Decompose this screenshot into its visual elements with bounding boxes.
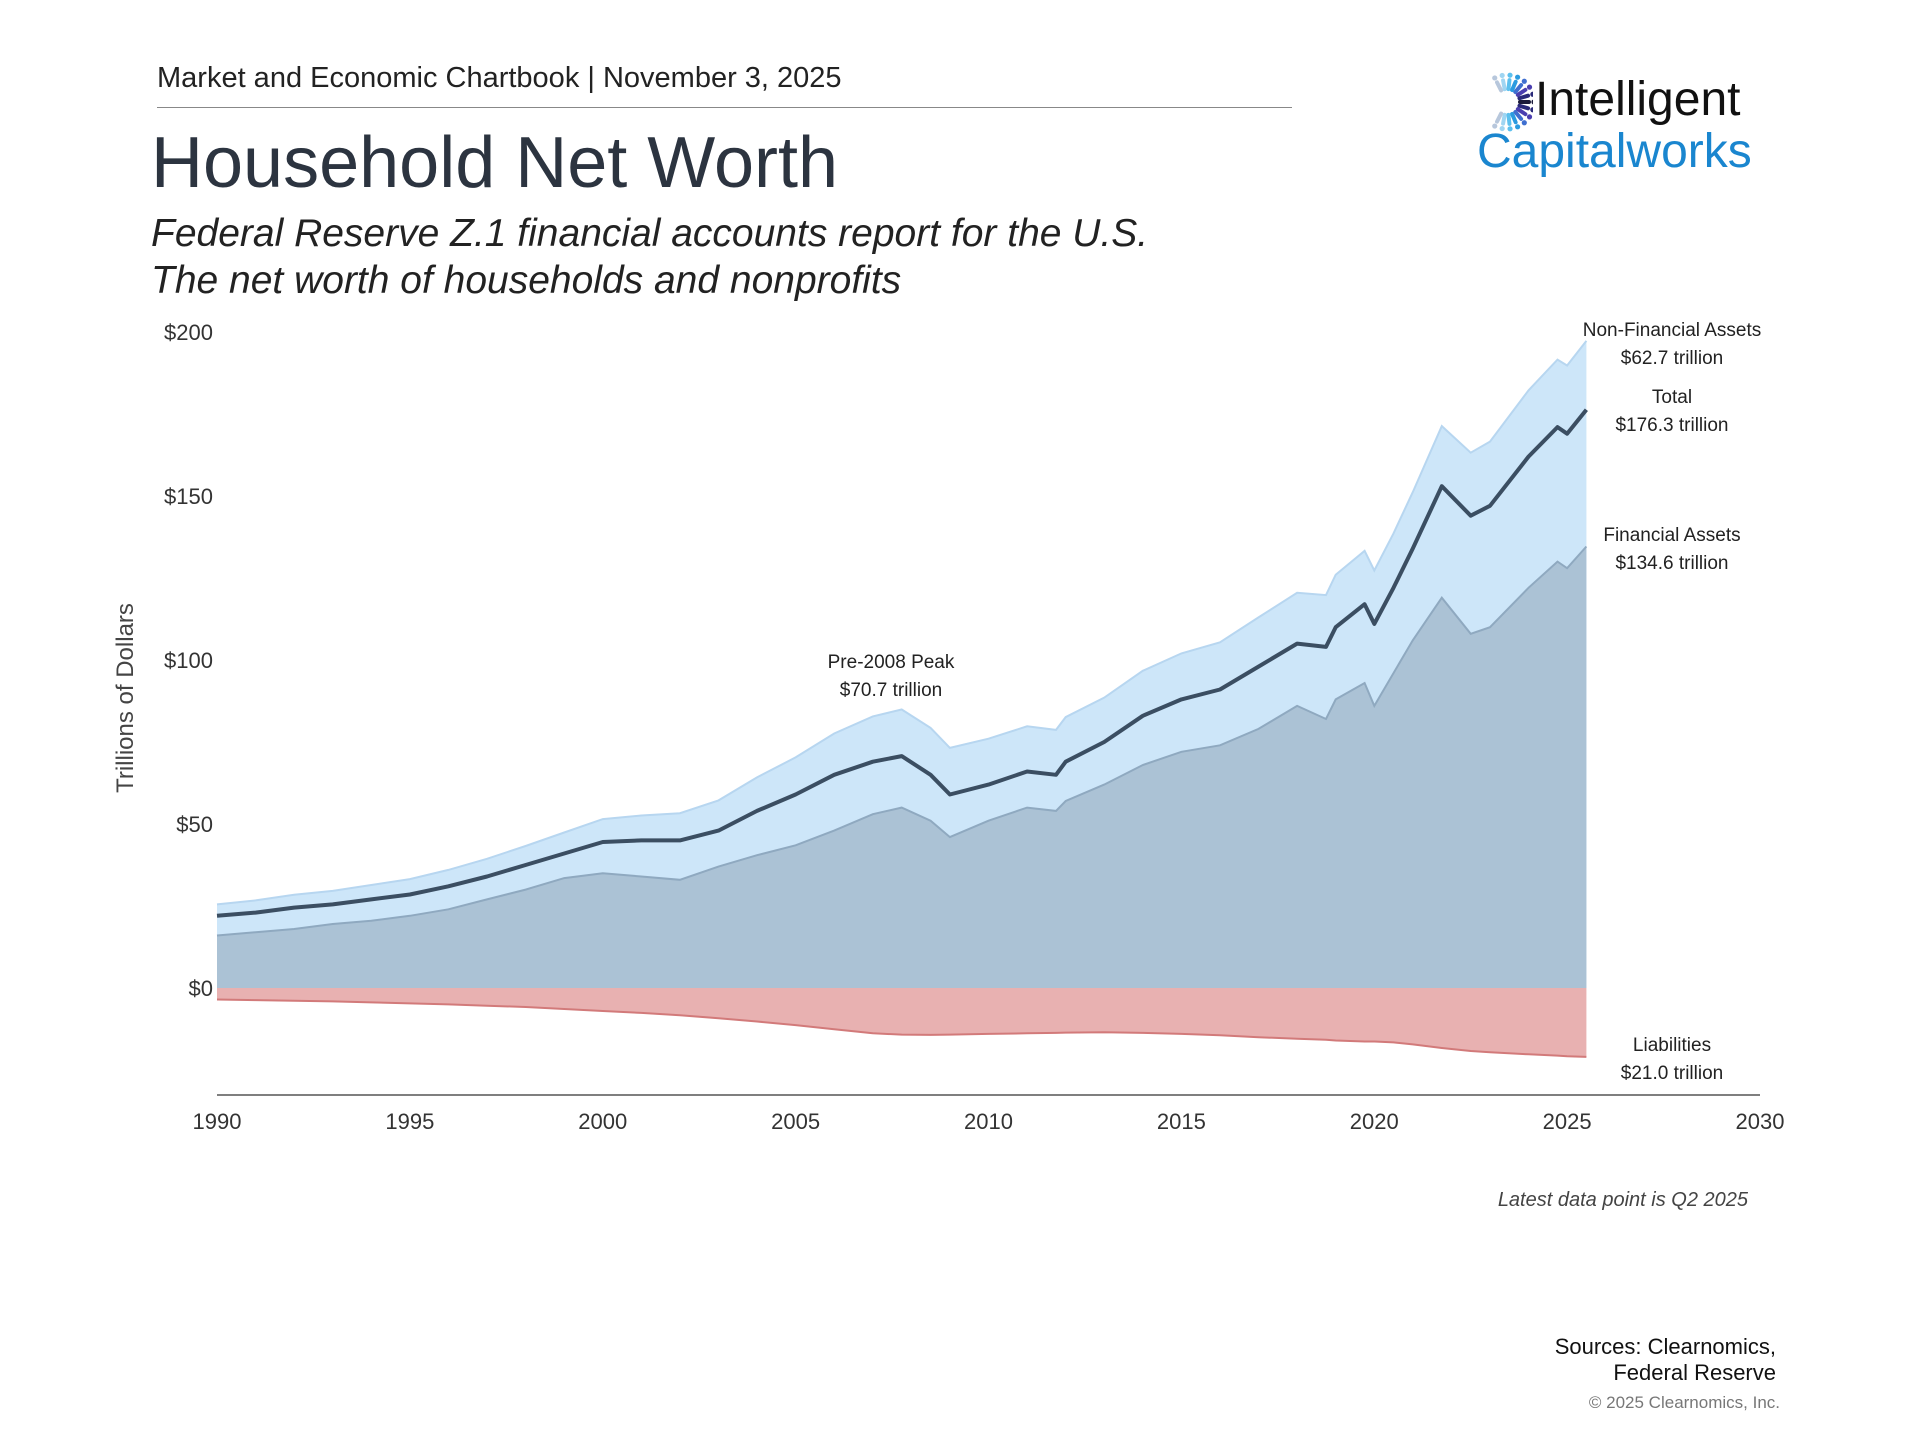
annotation-non-financial-value: $62.7 trillion <box>1621 348 1723 369</box>
annotation-peak-label: Pre-2008 Peak <box>828 652 955 673</box>
latest-data-note: Latest data point is Q2 2025 <box>1497 1189 1748 1211</box>
logo-burst-icon <box>1492 72 1533 132</box>
logo: Intelligent Capitalworks <box>1477 72 1767 182</box>
subtitle-line-1: Federal Reserve Z.1 financial accounts r… <box>151 212 1149 255</box>
x-tick-label: 1995 <box>385 1109 434 1134</box>
annotation-financial-label: Financial Assets <box>1603 525 1740 546</box>
logo-line-1: Intelligent <box>1535 73 1741 126</box>
net-worth-line <box>216 408 1588 918</box>
chartbook-kicker: Market and Economic Chartbook | November… <box>157 62 842 94</box>
logo-line-2: Capitalworks <box>1477 125 1752 178</box>
non-financial-assets-edge <box>216 340 1588 906</box>
liabilities-edge <box>216 998 1587 1058</box>
x-tick-label: 2005 <box>771 1109 820 1134</box>
header-divider <box>157 107 1292 108</box>
sources: Sources: Clearnomics, Federal Reserve <box>1555 1334 1776 1386</box>
annotation-total-value: $176.3 trillion <box>1615 415 1728 436</box>
x-tick-label: 2025 <box>1543 1109 1592 1134</box>
x-tick-label: 2030 <box>1736 1109 1785 1134</box>
annotation-liabilities-value: $21.0 trillion <box>1621 1063 1723 1084</box>
subtitle-line-2: The net worth of households and nonprofi… <box>151 259 902 302</box>
annotation-peak-value: $70.7 trillion <box>840 680 942 701</box>
liabilities-area <box>217 988 1587 1057</box>
copyright: © 2025 Clearnomics, Inc. <box>1588 1393 1780 1412</box>
y-tick-label: $150 <box>164 484 213 509</box>
sources-line-2: Federal Reserve <box>1613 1360 1776 1385</box>
x-tick-label: 2020 <box>1350 1109 1399 1134</box>
y-tick-label: $50 <box>176 812 213 837</box>
page-title: Household Net Worth <box>151 123 839 203</box>
annotation-total-label: Total <box>1652 387 1692 408</box>
y-tick-label: $100 <box>164 648 213 673</box>
annotation-financial-value: $134.6 trillion <box>1615 553 1728 574</box>
y-tick-label: $200 <box>164 320 213 345</box>
annotation-liabilities-label: Liabilities <box>1633 1035 1711 1056</box>
financial-assets-area <box>217 546 1587 988</box>
x-tick-label: 2000 <box>578 1109 627 1134</box>
x-tick-label: 2015 <box>1157 1109 1206 1134</box>
sources-line-1: Sources: Clearnomics, <box>1554 1334 1776 1359</box>
financial-assets-edge <box>216 545 1588 937</box>
annotation-non-financial-label: Non-Financial Assets <box>1583 320 1761 341</box>
x-tick-label: 2010 <box>964 1109 1013 1134</box>
y-tick-label: $0 <box>189 976 213 1001</box>
y-axis-title: Trillions of Dollars <box>112 603 139 793</box>
x-tick-label: 1990 <box>193 1109 242 1134</box>
